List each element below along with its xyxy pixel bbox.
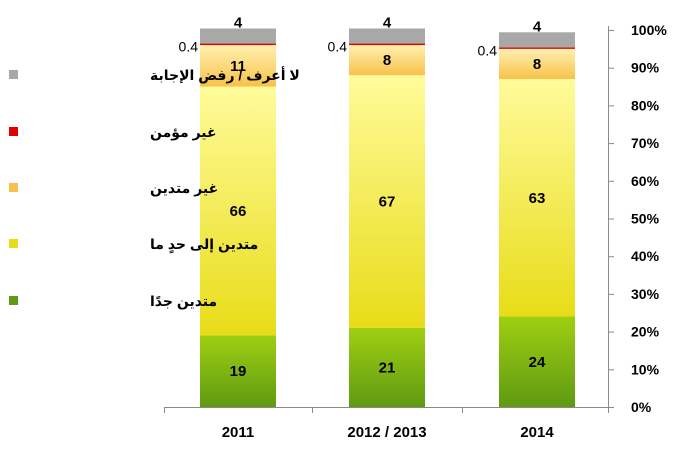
y-tick-label: 80% (631, 97, 660, 113)
data-label: 11 (230, 58, 246, 75)
data-label: 24 (529, 354, 546, 371)
bar-segment (200, 45, 276, 87)
data-label: 4 (234, 14, 243, 31)
bar-segment (349, 327, 425, 407)
legend-label: متدين جدًا (150, 293, 217, 310)
y-tick-label: 100% (631, 22, 667, 38)
data-label: 66 (230, 203, 247, 220)
data-label: 8 (533, 56, 541, 73)
legend-label: متدين إلى حدٍ ما (150, 236, 258, 254)
bar-segment (200, 28, 276, 44)
legend-swatch (9, 183, 18, 192)
legend: لا أعرف / رفض الإجابة غير مؤمن غير متدين مت… (9, 66, 300, 310)
data-label: 63 (529, 190, 546, 207)
data-label: 21 (379, 359, 396, 376)
legend-label: غير مؤمن (150, 124, 217, 141)
data-label: 8 (383, 52, 391, 69)
y-axis: 0% 10% 20% 30% 40% 50% 60% 70% 80% 90% 100% (608, 22, 667, 415)
bar-segment (200, 43, 276, 46)
bar-segment (499, 47, 575, 49)
legend-swatch (9, 127, 18, 136)
x-axis: 2011 2012 / 2013 2014 (164, 407, 609, 441)
bar-segment (499, 316, 575, 407)
x-tick-label: 2012 / 2013 (347, 424, 426, 441)
x-tick-label: 2014 (520, 424, 554, 441)
bar-segment (349, 45, 425, 76)
data-label: 0.4 (478, 42, 498, 58)
data-label: 0.4 (328, 39, 348, 55)
bar-segment (349, 43, 425, 46)
bar-segment (200, 86, 276, 336)
y-tick-label: 10% (631, 361, 660, 377)
legend-label: غير متدين (150, 180, 218, 197)
y-tick-label: 0% (631, 399, 652, 415)
y-tick-label: 30% (631, 286, 660, 302)
legend-swatch (9, 239, 18, 248)
y-tick-label: 90% (631, 60, 660, 76)
y-tick-label: 60% (631, 173, 660, 189)
bar-segment (499, 48, 575, 80)
data-label: 19 (230, 363, 247, 380)
data-label: 67 (379, 194, 396, 211)
legend-label: لا أعرف / رفض الإجابة (150, 66, 300, 84)
bar-segment (349, 28, 425, 44)
y-tick-label: 50% (631, 211, 660, 227)
data-label: 4 (383, 14, 392, 31)
y-tick-label: 70% (631, 135, 660, 151)
data-labels-layer: 19 66 11 0.4 4 21 67 8 0.4 4 24 63 8 0.4 4 (179, 14, 546, 380)
legend-swatch (9, 296, 18, 305)
bar-segment (200, 335, 276, 407)
bars-layer (200, 28, 575, 407)
data-label: 4 (533, 18, 542, 35)
bar-segment (499, 32, 575, 48)
bar-segment (349, 75, 425, 328)
x-tick-label: 2011 (222, 424, 255, 441)
legend-swatch (9, 70, 18, 79)
bar-segment (499, 79, 575, 317)
data-label: 0.4 (179, 39, 199, 55)
y-tick-label: 20% (631, 324, 660, 340)
y-tick-label: 40% (631, 248, 660, 264)
